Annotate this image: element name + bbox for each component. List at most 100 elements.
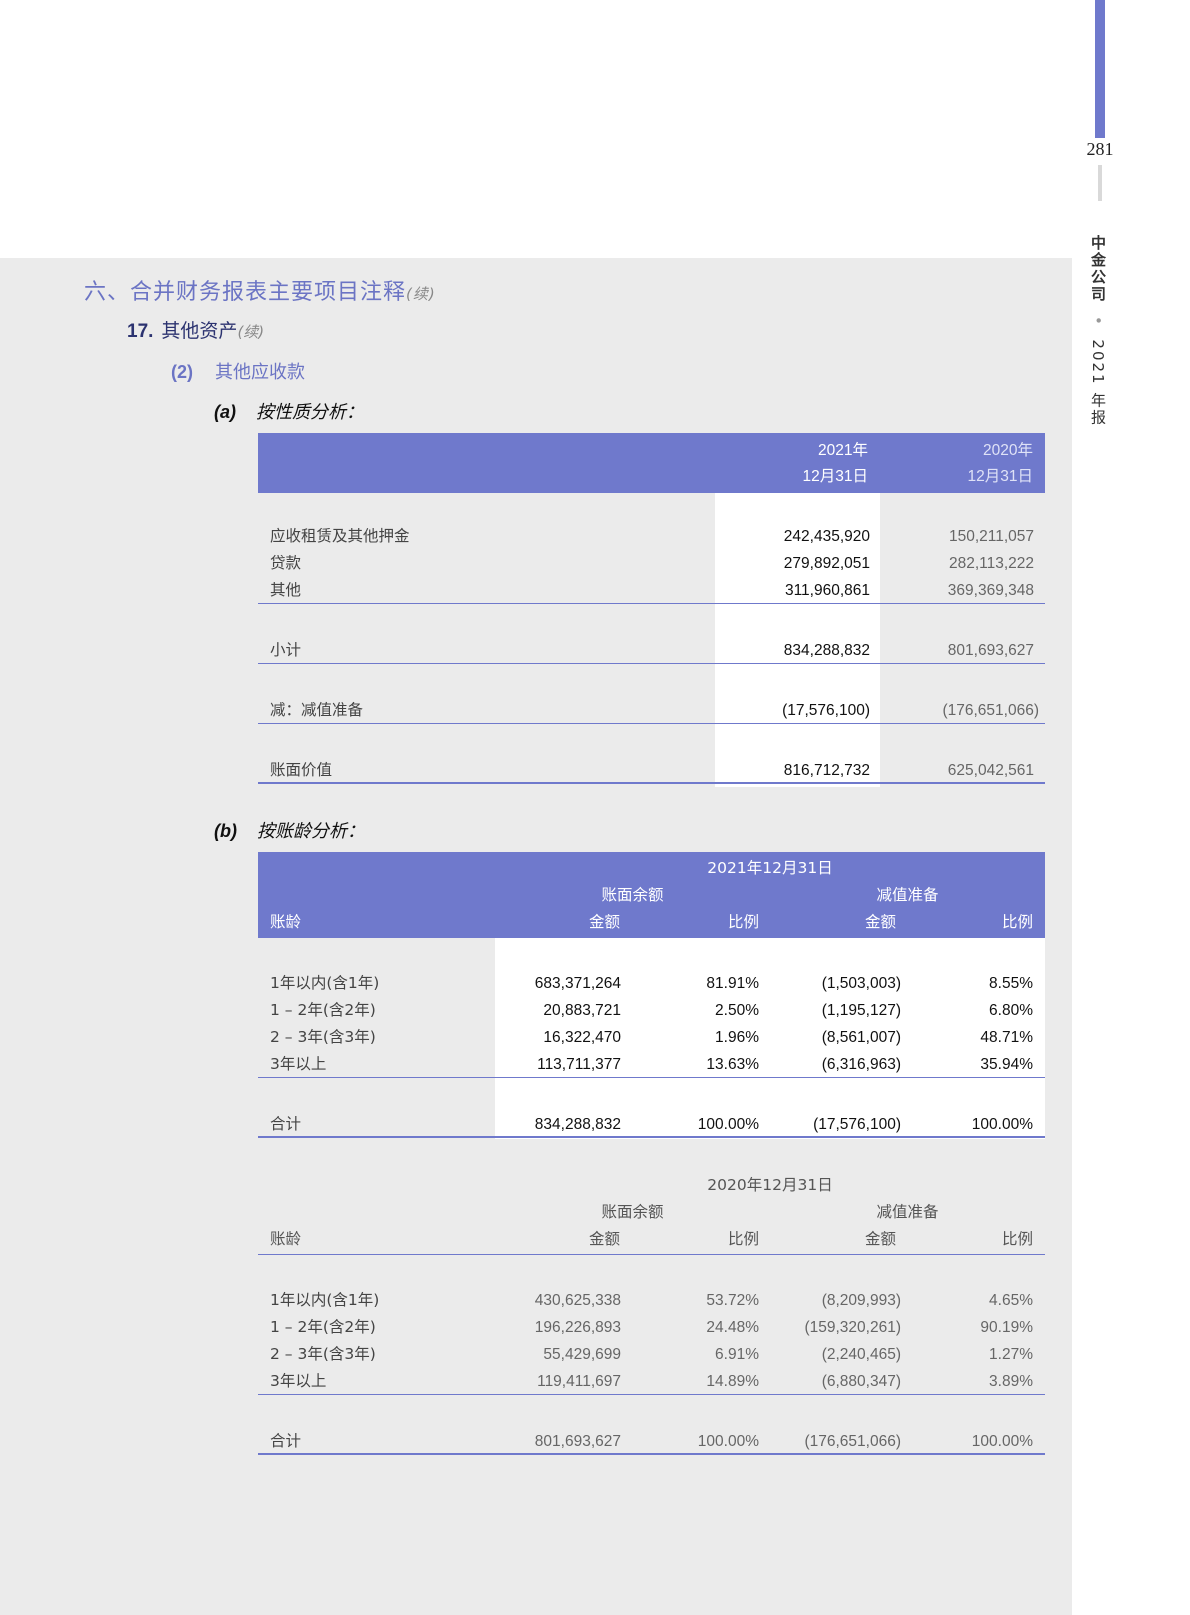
row-label: 2 – 3年(含3年) bbox=[270, 1345, 376, 1363]
table-row: 3年以上 113,711,377 13.63% (6,316,963) 35.94% bbox=[258, 1051, 1045, 1078]
row-label: 1 – 2年(含2年) bbox=[270, 1001, 376, 1019]
impairment-amount: (1,503,003) bbox=[821, 975, 901, 992]
book-value-row: 账面价值 816,712,732 625,042,561 bbox=[258, 757, 1045, 784]
value-2021: 242,435,920 bbox=[783, 528, 870, 545]
amount: 683,371,264 bbox=[534, 975, 621, 992]
amount: 55,429,699 bbox=[543, 1346, 621, 1363]
page-number: 281 bbox=[1086, 139, 1114, 159]
table-row: 2 – 3年(含3年) 55,429,699 6.91% (2,240,465) 1.2… bbox=[258, 1341, 1045, 1368]
header-imp-amount: 金额 bbox=[864, 1230, 896, 1248]
aging-table-2020: 2020年12月31日 账面余额 减值准备 账龄 金额 比例 金额 比例 1年以… bbox=[258, 1170, 1045, 1455]
table-row: 2 – 3年(含3年) 16,322,470 1.96% (8,561,007) 48.… bbox=[258, 1024, 1045, 1051]
item-number: (2) bbox=[171, 362, 193, 382]
spacer bbox=[258, 493, 1045, 523]
report-name: 2021 年报 bbox=[1089, 339, 1107, 427]
subsection-number: 17. bbox=[127, 321, 154, 342]
table-row: 1年以内(含1年) 430,625,338 53.72% (8,209,993) 4.6… bbox=[258, 1287, 1045, 1314]
row-label: 1 – 2年(含2年) bbox=[270, 1318, 376, 1336]
ratio: 13.63% bbox=[706, 1056, 759, 1073]
subsection-title-text: 其他资产 bbox=[161, 320, 238, 342]
table-row: 1年以内(含1年) 683,371,264 81.91% (1,503,003) 8.5… bbox=[258, 970, 1045, 997]
row-label: 应收租赁及其他押金 bbox=[270, 527, 410, 545]
amount: 119,411,697 bbox=[537, 1373, 621, 1390]
row-label: 合计 bbox=[270, 1432, 302, 1450]
amount: 20,883,721 bbox=[543, 1002, 621, 1019]
analysis-number: (b) bbox=[214, 821, 237, 841]
impairment-amount: (6,880,347) bbox=[821, 1373, 901, 1390]
value-2020: 282,113,222 bbox=[948, 555, 1034, 572]
impairment-ratio: 90.19% bbox=[980, 1319, 1033, 1336]
value-2021: 834,288,832 bbox=[783, 642, 870, 659]
ratio: 1.96% bbox=[715, 1029, 759, 1046]
continued-note: (续) bbox=[406, 285, 436, 303]
amount: 196,226,893 bbox=[534, 1319, 621, 1336]
impairment-ratio: 100.00% bbox=[971, 1116, 1033, 1133]
header-imp-amount: 金额 bbox=[864, 913, 896, 931]
amount: 16,322,470 bbox=[543, 1029, 621, 1046]
impairment-amount: (17,576,100) bbox=[813, 1116, 901, 1133]
impairment-amount: (8,209,993) bbox=[821, 1292, 901, 1309]
impairment-amount: (1,195,127) bbox=[821, 1002, 901, 1019]
table-row: 1 – 2年(含2年) 196,226,893 24.48% (159,320,261… bbox=[258, 1314, 1045, 1341]
subtotal-row: 小计 834,288,832 801,693,627 bbox=[258, 637, 1045, 664]
section-title-text: 六、合并财务报表主要项目注释 bbox=[84, 280, 407, 305]
amount: 113,711,377 bbox=[537, 1056, 621, 1073]
ratio: 14.89% bbox=[706, 1373, 759, 1390]
row-label: 减：减值准备 bbox=[270, 701, 364, 719]
header-ratio: 比例 bbox=[727, 913, 759, 931]
table-row: 贷款 279,892,051 282,113,222 bbox=[258, 550, 1045, 577]
analysis-number: (a) bbox=[214, 402, 236, 422]
header-date: 2021年12月31日 bbox=[707, 859, 833, 877]
col-2020: 2020年 12月31日 bbox=[967, 442, 1033, 485]
spacer bbox=[258, 724, 1045, 757]
row-label: 3年以上 bbox=[270, 1055, 327, 1073]
table-row: 应收租赁及其他押金 242,435,920 150,211,057 bbox=[258, 523, 1045, 550]
table-header: 2021年 12月31日 2020年 12月31日 bbox=[258, 433, 1045, 493]
header-ratio: 比例 bbox=[727, 1230, 759, 1248]
row-label: 2 – 3年(含3年) bbox=[270, 1028, 376, 1046]
impairment-row: 减：减值准备 (17,576,100) (176,651,066) bbox=[258, 697, 1045, 724]
row-label: 账面价值 bbox=[270, 761, 333, 779]
aging-table-2021: 2021年12月31日 账面余额 减值准备 账龄 金额 比例 金额 比例 1年以… bbox=[258, 852, 1045, 1139]
analysis-title-text: 按性质分析： bbox=[256, 402, 364, 423]
table-row: 3年以上 119,411,697 14.89% (6,880,347) 3.89% bbox=[258, 1368, 1045, 1395]
ratio: 2.50% bbox=[715, 1002, 759, 1019]
total-row: 合计 801,693,627 100.00% (176,651,066) 100.00% bbox=[258, 1428, 1045, 1455]
analysis-title-text: 按账龄分析： bbox=[256, 821, 365, 842]
value-2021: 279,892,051 bbox=[783, 555, 870, 572]
row-label: 3年以上 bbox=[270, 1372, 327, 1390]
spacer bbox=[258, 1255, 1045, 1287]
analysis-a-title: (a) 按性质分析： bbox=[214, 398, 364, 424]
ratio: 53.72% bbox=[706, 1292, 759, 1309]
value-2020: 801,693,627 bbox=[947, 642, 1034, 659]
row-label: 1年以内(含1年) bbox=[270, 1291, 380, 1309]
row-label: 小计 bbox=[270, 641, 302, 659]
ratio: 6.91% bbox=[715, 1346, 759, 1363]
total-row: 合计 834,288,832 100.00% (17,576,100) 100.00% bbox=[258, 1111, 1045, 1138]
ratio: 100.00% bbox=[697, 1433, 759, 1450]
impairment-amount: (6,316,963) bbox=[821, 1056, 901, 1073]
impairment-ratio: 8.55% bbox=[989, 975, 1033, 992]
impairment-ratio: 35.94% bbox=[980, 1056, 1033, 1073]
analysis-b-title: (b) 按账龄分析： bbox=[214, 817, 365, 843]
header-amount: 金额 bbox=[588, 1230, 620, 1248]
value-2020: 369,369,348 bbox=[947, 582, 1034, 599]
value-2021: 311,960,861 bbox=[784, 582, 870, 599]
company-name: 中金公司 bbox=[1089, 235, 1107, 303]
value-2021: 816,712,732 bbox=[783, 762, 870, 779]
impairment-ratio: 48.71% bbox=[980, 1029, 1033, 1046]
header-aging: 账龄 bbox=[270, 913, 302, 931]
header-date: 2020年12月31日 bbox=[707, 1176, 833, 1194]
impairment-amount: (8,561,007) bbox=[821, 1029, 901, 1046]
report-label: 中金公司 • 2021 年报 bbox=[1088, 235, 1109, 426]
ratio: 100.00% bbox=[697, 1116, 759, 1133]
table-row: 其他 311,960,861 369,369,348 bbox=[258, 577, 1045, 604]
impairment-amount: (176,651,066) bbox=[804, 1433, 901, 1450]
impairment-ratio: 6.80% bbox=[989, 1002, 1033, 1019]
amount: 834,288,832 bbox=[534, 1116, 621, 1133]
continued-note: (续) bbox=[237, 323, 265, 341]
nature-analysis-table: 2021年 12月31日 2020年 12月31日 应收租赁及其他押金 242,435… bbox=[258, 433, 1045, 787]
spacer bbox=[258, 604, 1045, 637]
col-2021: 2021年 12月31日 bbox=[802, 442, 868, 485]
separator-dot: • bbox=[1089, 315, 1107, 327]
